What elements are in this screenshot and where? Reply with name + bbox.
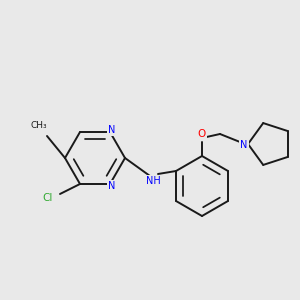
- Text: CH₃: CH₃: [31, 122, 47, 130]
- Text: N: N: [108, 181, 116, 191]
- Text: Cl: Cl: [43, 193, 53, 203]
- Text: N: N: [108, 125, 116, 135]
- Text: N: N: [240, 140, 248, 150]
- Text: NH: NH: [146, 176, 160, 186]
- Text: O: O: [198, 129, 206, 139]
